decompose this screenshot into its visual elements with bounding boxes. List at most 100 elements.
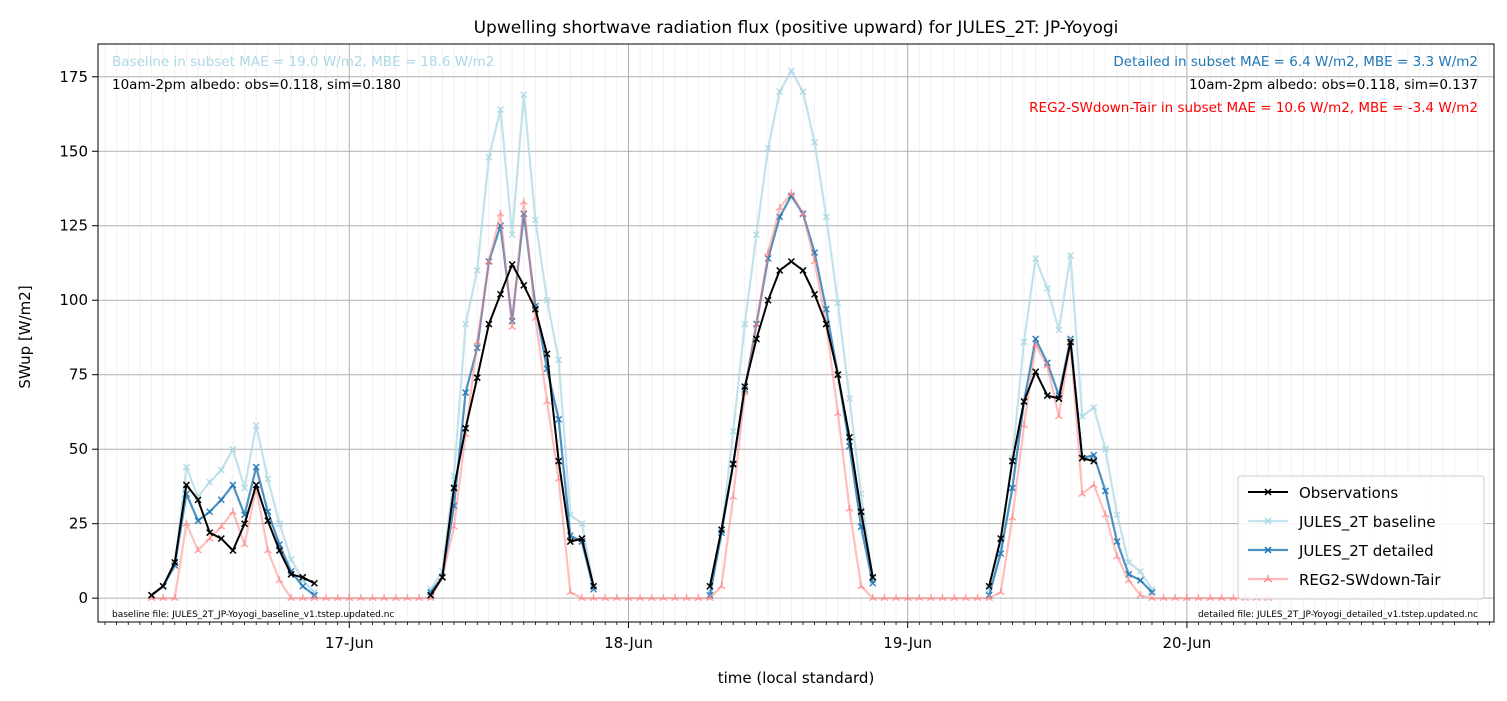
data-point-reg2-swdown-tair [1078, 489, 1087, 497]
legend-box [1237, 475, 1485, 600]
data-point-reg2-swdown-tair [996, 588, 1005, 596]
data-point-reg2-swdown-tair [1089, 480, 1098, 489]
legend-label-reg2: REG2-SWdown-Tair [1299, 571, 1441, 589]
data-point-jules-2t-baseline [764, 144, 772, 152]
data-point-reg2-swdown-tair [787, 188, 796, 197]
data-point-jules-2t-baseline [776, 88, 784, 96]
legend-label-detailed: JULES_2T detailed [1298, 542, 1434, 561]
legend-marker-detailed [1264, 546, 1272, 554]
data-point-reg2-swdown-tair [263, 546, 272, 554]
axes-layer: 17-Jun 18-Jun 19-Jun 20-Jun 0 25 50 75 100 125 150… [59, 43, 1495, 652]
data-point-reg2-swdown-tair [647, 594, 656, 602]
data-point-reg2-swdown-tair [1136, 591, 1145, 599]
data-point-observations [1020, 397, 1028, 406]
data-point-jules-2t-baseline [1090, 403, 1098, 412]
data-point-reg2-swdown-tair [310, 594, 319, 602]
data-point-reg2-swdown-tair [519, 197, 528, 206]
data-point-observations [206, 529, 214, 537]
data-point-jules-2t-baseline [787, 67, 795, 75]
data-point-reg2-swdown-tair [1124, 576, 1133, 584]
data-point-jules-2t-detailed [194, 517, 202, 525]
data-point-observations [1067, 338, 1075, 346]
data-point-jules-2t-baseline [217, 466, 225, 474]
data-point-reg2-swdown-tair [950, 594, 959, 602]
data-point-jules-2t-detailed [1113, 538, 1121, 546]
data-point-observations [217, 535, 225, 543]
data-point-observations [1078, 454, 1086, 462]
legend-label-observations: Observations [1299, 484, 1398, 502]
data-point-jules-2t-baseline [229, 445, 237, 453]
data-point-observations [473, 374, 481, 382]
data-point-reg2-swdown-tair [1020, 421, 1028, 429]
data-point-reg2-swdown-tair [496, 209, 505, 217]
data-point-jules-2t-detailed [1148, 588, 1156, 596]
y-tick-label: 125 [59, 217, 88, 235]
annotation-detailed-file: detailed file: JULES_2T_JP-Yoyogi_detail… [1198, 610, 1478, 620]
data-point-jules-2t-baseline [508, 231, 516, 239]
data-point-reg2-swdown-tair [182, 519, 191, 527]
data-point-observations [555, 457, 563, 465]
data-point-observations [1032, 368, 1040, 376]
data-point-reg2-swdown-tair [903, 594, 912, 602]
data-point-reg2-swdown-tair [287, 594, 296, 602]
legend-entry-reg2: REG2-SWdown-Tair [1248, 571, 1441, 589]
data-point-observations [590, 582, 598, 590]
data-point-jules-2t-detailed [1008, 484, 1016, 492]
data-point-observations [834, 371, 842, 379]
data-point-reg2-swdown-tair [1101, 510, 1110, 518]
data-point-observations [427, 591, 435, 599]
data-point-jules-2t-baseline [1020, 338, 1028, 346]
x-tick-label: 19-Jun [883, 634, 932, 652]
data-point-reg2-swdown-tair [1229, 594, 1238, 602]
data-point-jules-2t-baseline [485, 153, 493, 161]
data-point-jules-2t-baseline [1136, 567, 1144, 575]
data-point-jules-2t-baseline [241, 484, 249, 492]
data-point-reg2-swdown-tair [810, 257, 819, 265]
y-axis-label: SWup [W/m2] [16, 285, 34, 388]
data-point-observations [811, 290, 819, 298]
data-point-reg2-swdown-tair [799, 209, 807, 217]
data-point-reg2-swdown-tair [473, 337, 482, 346]
data-point-reg2-swdown-tair [1008, 513, 1017, 521]
data-point-observations [869, 573, 877, 581]
data-point-jules-2t-baseline [462, 320, 470, 328]
data-point-reg2-swdown-tair [961, 594, 970, 602]
data-point-reg2-swdown-tair [880, 594, 889, 602]
legend-entry-baseline: JULES_2T baseline [1248, 513, 1436, 532]
data-point-jules-2t-baseline [578, 520, 586, 528]
data-point-reg2-swdown-tair [1054, 412, 1063, 420]
data-point-observations [159, 582, 167, 590]
data-point-observations [252, 481, 260, 489]
series-observations [147, 257, 1098, 599]
data-point-reg2-swdown-tair [391, 594, 400, 602]
data-point-observations [776, 266, 784, 274]
data-point-observations [520, 281, 528, 289]
data-point-jules-2t-baseline [473, 266, 481, 274]
y-tick-label: 25 [69, 515, 88, 533]
data-point-reg2-swdown-tair [612, 594, 621, 602]
data-point-observations [718, 526, 726, 534]
data-point-observations [822, 320, 830, 328]
data-point-observations [462, 424, 470, 432]
data-point-reg2-swdown-tair [915, 594, 924, 602]
data-point-reg2-swdown-tair [624, 594, 633, 602]
data-point-jules-2t-baseline [1101, 445, 1109, 453]
data-point-reg2-swdown-tair [1148, 594, 1156, 602]
data-point-observations [531, 305, 539, 313]
data-point-jules-2t-baseline [182, 463, 190, 471]
data-point-jules-2t-baseline [543, 296, 551, 304]
data-point-reg2-swdown-tair [717, 582, 726, 590]
data-point-jules-2t-detailed [869, 579, 877, 587]
data-point-reg2-swdown-tair [240, 540, 249, 548]
data-point-observations [229, 546, 237, 555]
x-tick-label: 17-Jun [325, 634, 374, 652]
legend-entry-detailed: JULES_2T detailed [1248, 542, 1434, 561]
data-point-reg2-swdown-tair [671, 594, 679, 602]
data-point-reg2-swdown-tair [275, 576, 284, 584]
y-tick-label: 0 [78, 589, 88, 607]
data-point-observations [275, 546, 284, 555]
data-point-reg2-swdown-tair [578, 594, 586, 602]
data-point-observations [299, 573, 307, 581]
data-point-observations [543, 350, 551, 358]
data-point-jules-2t-baseline [206, 478, 214, 486]
